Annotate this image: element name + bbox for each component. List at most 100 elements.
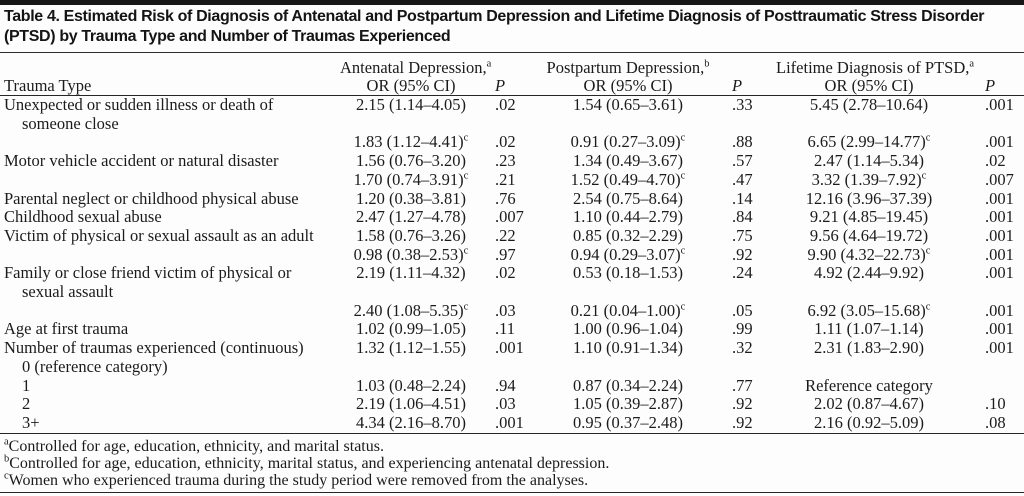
- postpartum-p-cell: .14: [732, 188, 753, 208]
- postpartum-p-cell: .57: [732, 151, 753, 171]
- trauma-type-cell: Unexpected or sudden illness or death of…: [4, 95, 274, 133]
- table-row: Unexpected or sudden illness or death of…: [0, 95, 1024, 134]
- postpartum-or-cell: 1.34 (0.49–3.67): [573, 151, 683, 171]
- trauma-type-cell: Age at first trauma: [4, 319, 129, 339]
- table-row: Number of traumas experienced (continuou…: [0, 338, 1024, 358]
- antenatal-or-cell: 2.40 (1.08–5.35)c: [353, 300, 469, 320]
- ptsd-or-cell: 9.21 (4.85–19.45): [809, 207, 929, 227]
- antenatal-p-cell: .22: [495, 225, 516, 245]
- table-row: Family or close friend victim of physica…: [0, 263, 1024, 301]
- postpartum-or-cell: 1.10 (0.91–1.34): [573, 338, 683, 358]
- postpartum-p-cell: [710, 358, 776, 377]
- antenatal-p-cell: .007: [495, 207, 524, 227]
- postpartum-p-cell: .92: [732, 394, 753, 414]
- bottom-rule: [0, 491, 1024, 493]
- antenatal-p-cell: .03: [495, 394, 516, 414]
- ptsd-or-cell: 2.02 (0.87–4.67): [814, 394, 924, 414]
- spacer-cell: [710, 53, 776, 77]
- postpartum-or-cell: 0.95 (0.37–2.48): [546, 413, 710, 434]
- table-row: Parental neglect or childhood physical a…: [0, 188, 1024, 209]
- antenatal-or-cell: 2.19 (1.11–4.32): [356, 263, 466, 283]
- postpartum-or-cell: [546, 358, 710, 377]
- postpartum-group-header: Postpartum Depression,b: [546, 53, 710, 77]
- table-body: Unexpected or sudden illness or death of…: [0, 95, 1024, 434]
- footnote-marker: c: [4, 471, 9, 483]
- table-row: 0.98 (0.38–2.53)c .97 0.94 (0.29–3.07)c …: [0, 244, 1024, 265]
- ptsd-p-cell: .10: [985, 394, 1006, 414]
- footnote-text: Women who experienced trauma during the …: [8, 472, 589, 490]
- trauma-type-cell: 2: [22, 394, 31, 414]
- table-row: 2.40 (1.08–5.35)c .03 0.21 (0.04–1.00)c …: [0, 300, 1024, 321]
- footnote-ref-a: a: [969, 58, 975, 70]
- postpartum-p-cell: .47: [732, 169, 753, 189]
- ptsd-or-cell: 6.65 (2.99–14.77)c: [807, 132, 931, 152]
- postpartum-p-cell: .77: [732, 375, 753, 395]
- ptsd-or-cell: Reference category: [805, 375, 933, 395]
- antenatal-or-header: OR (95% CI): [340, 77, 482, 96]
- ptsd-p-header: P: [962, 77, 1024, 96]
- trauma-type-cell: Victim of physical or sexual assault as …: [4, 225, 314, 245]
- header-group-row: Antenatal Depression,a Postpartum Depres…: [0, 53, 1024, 77]
- antenatal-or-cell: 1.58 (0.76–3.26): [356, 225, 466, 245]
- table-row: Motor vehicle accident or natural disast…: [0, 151, 1024, 171]
- trauma-type-cell: [0, 171, 340, 190]
- postpartum-or-cell: 0.94 (0.29–3.07)c: [570, 244, 686, 264]
- footnote-marker: a: [4, 436, 9, 448]
- antenatal-or-cell: 2.47 (1.27–4.78): [356, 207, 466, 227]
- table-row: 3+ 4.34 (2.16–8.70) .001 0.95 (0.37–2.48…: [0, 413, 1024, 434]
- antenatal-or-cell: [340, 358, 482, 377]
- footnote-ref-b: b: [704, 58, 710, 70]
- ptsd-p-cell: .001: [985, 225, 1014, 245]
- trauma-type-cell: Childhood sexual abuse: [4, 207, 162, 227]
- top-rule: [0, 0, 1024, 5]
- antenatal-p-cell: .76: [495, 188, 516, 208]
- antenatal-p-cell: .94: [495, 375, 516, 395]
- table-row: 1 1.03 (0.48–2.24) .94 0.87 (0.34–2.24) …: [0, 375, 1024, 396]
- postpartum-p-cell: .32: [732, 338, 753, 358]
- ptsd-or-cell: 9.90 (4.32–22.73)c: [807, 244, 931, 264]
- postpartum-p-cell: .05: [732, 300, 753, 320]
- group-label: Postpartum Depression,: [546, 58, 705, 77]
- trauma-type-cell: [0, 302, 340, 321]
- ptsd-p-cell: .001: [985, 188, 1014, 208]
- antenatal-or-cell: 1.03 (0.48–2.24): [356, 375, 466, 395]
- trauma-type-cell: [0, 133, 340, 152]
- ptsd-p-cell: .001: [985, 338, 1014, 358]
- trauma-type-cell: Motor vehicle accident or natural disast…: [4, 151, 279, 171]
- ptsd-or-cell: [776, 358, 962, 377]
- postpartum-or-cell: 1.00 (0.96–1.04): [573, 319, 683, 339]
- spacer-cell: [0, 53, 340, 77]
- ptsd-or-cell: 6.92 (3.05–15.68)c: [807, 300, 931, 320]
- antenatal-or-cell: 1.02 (0.99–1.05): [356, 319, 466, 339]
- antenatal-or-cell: 1.56 (0.76–3.20): [356, 151, 466, 171]
- ptsd-p-cell: .001: [985, 300, 1014, 320]
- table-row: Victim of physical or sexual assault as …: [0, 225, 1024, 246]
- postpartum-or-cell: 0.87 (0.34–2.24): [573, 375, 683, 395]
- antenatal-p-cell: [482, 358, 546, 377]
- table-header: Antenatal Depression,a Postpartum Depres…: [0, 53, 1024, 96]
- antenatal-or-cell: 2.15 (1.14–4.05): [356, 95, 466, 114]
- postpartum-p-cell: .92: [710, 413, 776, 434]
- ptsd-p-cell: [962, 377, 1024, 396]
- antenatal-p-cell: .03: [495, 300, 516, 320]
- postpartum-p-cell: .33: [732, 95, 753, 114]
- ptsd-or-cell: 2.47 (1.14–5.34): [814, 151, 924, 171]
- ptsd-p-cell: .08: [962, 413, 1024, 434]
- ptsd-or-cell: 5.45 (2.78–10.64): [809, 95, 929, 114]
- antenatal-p-cell: .001: [495, 338, 524, 358]
- antenatal-p-cell: .23: [495, 151, 516, 171]
- trauma-type-cell: 0 (reference category): [22, 356, 168, 376]
- ptsd-or-cell: 2.16 (0.92–5.09): [776, 413, 962, 434]
- trauma-type-cell: Number of traumas experienced (continuou…: [4, 338, 304, 358]
- postpartum-p-cell: .88: [732, 132, 753, 152]
- postpartum-or-cell: 2.54 (0.75–8.64): [573, 188, 683, 208]
- ptsd-or-cell: 3.32 (1.39–7.92)c: [811, 169, 927, 189]
- footnotes: aControlled for age, education, ethnicit…: [0, 434, 1024, 490]
- ptsd-p-cell: .02: [985, 151, 1006, 171]
- ptsd-p-cell: .001: [985, 244, 1014, 264]
- antenatal-or-cell: 1.70 (0.74–3.91)c: [353, 169, 469, 189]
- antenatal-p-cell: .21: [495, 169, 516, 189]
- footnote-text: Controlled for age, education, ethnicity…: [9, 455, 610, 473]
- postpartum-or-cell: 0.85 (0.32–2.29): [573, 225, 683, 245]
